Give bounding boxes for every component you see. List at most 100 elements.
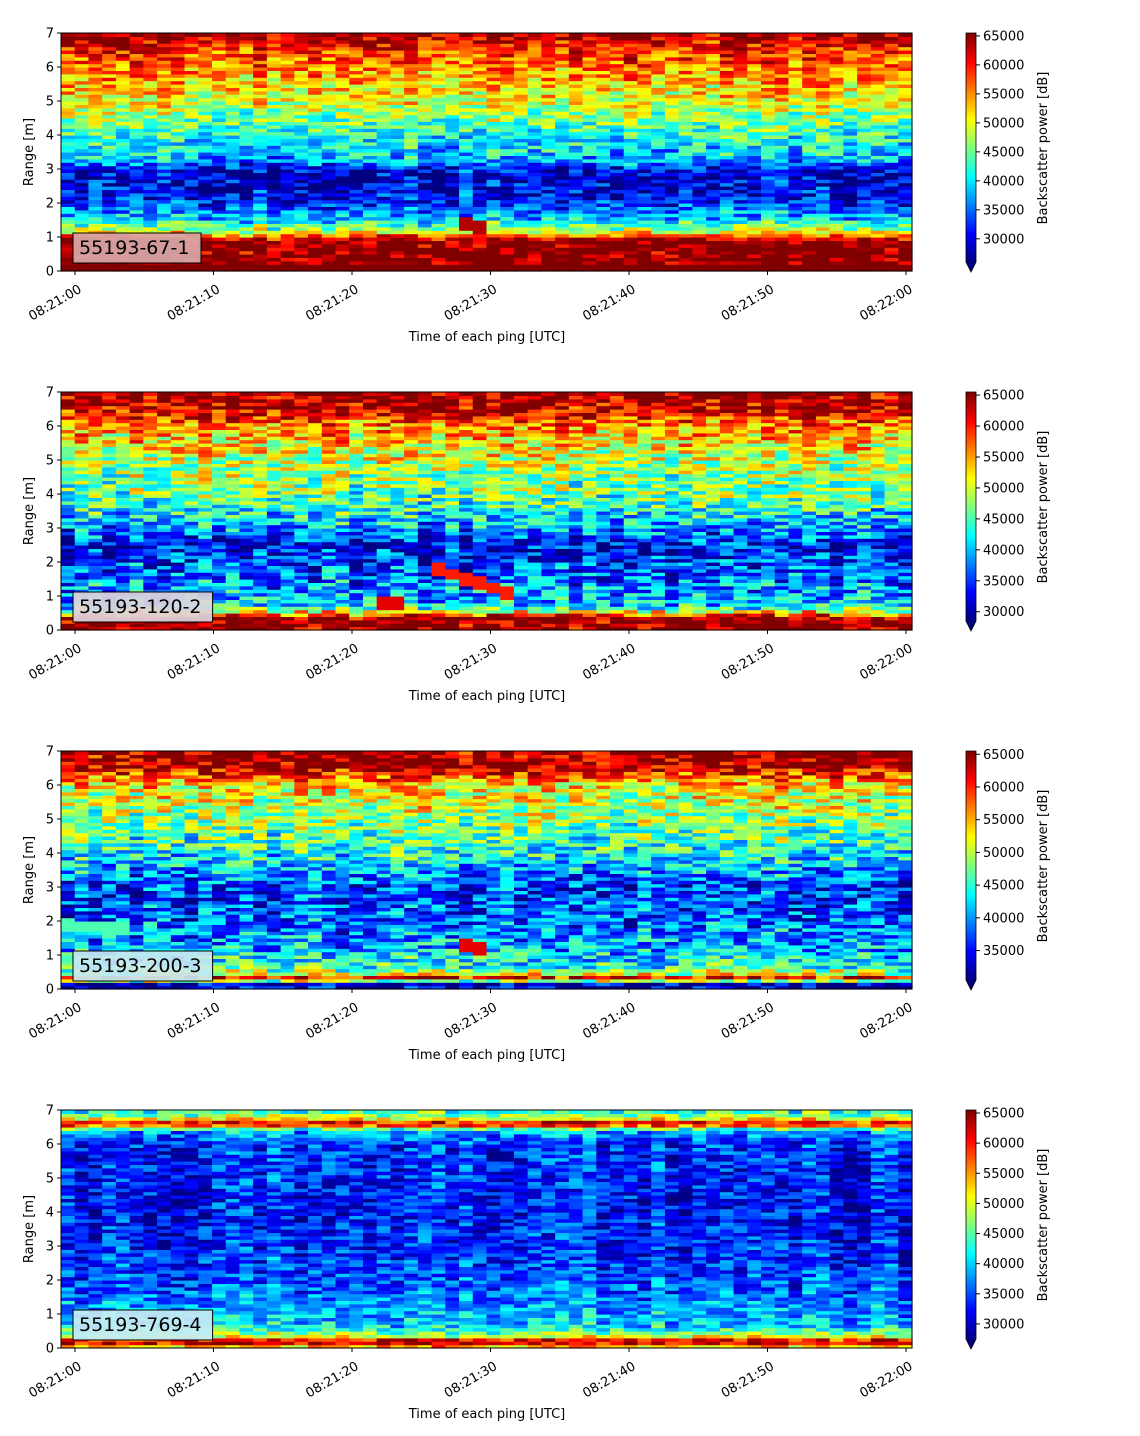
heatmap-cell [733,155,748,160]
heatmap-cell [321,56,337,61]
heatmap-cell [719,33,735,37]
heatmap-cell [774,165,790,170]
heatmap-cell [225,111,241,116]
heatmap-cell [486,240,501,245]
heatmap-cell [335,60,350,65]
heatmap-cell [555,175,570,180]
heatmap-cell [843,138,858,143]
heatmap-cell [321,84,337,88]
heatmap-cell [61,395,76,400]
heatmap-cell [678,250,693,255]
heatmap-cell [61,412,76,417]
heatmap-cell [843,56,858,61]
heatmap-cell [802,73,817,78]
heatmap-cell [706,226,721,231]
heatmap-cell [390,145,405,150]
heatmap-cell [500,121,515,126]
heatmap-cell [335,254,350,258]
heatmap-cell [253,230,268,235]
heatmap-cell [870,179,886,184]
heatmap-cell [857,226,872,231]
heatmap-cell [733,73,748,78]
heatmap-cell [884,250,899,255]
heatmap-cell [706,209,721,214]
heatmap-cell [500,63,515,68]
heatmap-cell [610,189,625,194]
heatmap-cell [568,250,584,255]
heatmap-cell [102,405,117,410]
heatmap-cell [568,36,584,41]
heatmap-cell [184,179,199,184]
heatmap-cell [527,152,543,156]
heatmap-cell [321,124,337,129]
heatmap-cell [390,131,405,136]
heatmap-cell [829,50,844,54]
heatmap-cell [321,260,337,265]
heatmap-cell [184,141,199,146]
heatmap-cell [143,565,158,570]
heatmap-cell [61,138,76,143]
heatmap-cell [239,182,254,187]
heatmap-cell [541,104,556,109]
heatmap-cell [829,121,844,126]
heatmap-cell [129,53,144,58]
heatmap-cell [61,504,76,509]
heatmap-cell [623,206,639,211]
heatmap-cell [88,446,103,451]
heatmap-cell [61,602,76,607]
heatmap-cell [747,243,762,248]
heatmap-cell [582,169,597,173]
heatmap-cell [815,63,831,68]
heatmap-cell [294,165,309,170]
heatmap-cell [321,186,337,190]
heatmap-cell [884,53,899,58]
heatmap-cell [239,203,254,207]
heatmap-cell [417,230,433,235]
heatmap-cell [184,36,199,41]
heatmap-cell [582,46,597,51]
heatmap-cell [61,538,76,543]
heatmap-cell [74,456,90,461]
heatmap-cell [74,53,90,58]
heatmap-cell [829,138,844,143]
heatmap-cell [143,175,158,180]
heatmap-cell [719,172,735,177]
heatmap-cell [102,111,117,116]
heatmap-cell [61,579,76,583]
heatmap-cell [651,175,666,180]
heatmap-cell [431,216,446,221]
heatmap-cell [513,243,529,248]
heatmap-cell [225,162,241,167]
heatmap-cell [143,192,158,197]
heatmap-cell [692,267,707,272]
heatmap-cell [88,514,103,519]
heatmap-cell [651,260,666,265]
heatmap-cell [294,230,309,235]
heatmap-cell [815,199,831,204]
heatmap-cell [362,267,378,272]
heatmap-cell [308,169,323,173]
heatmap-cell [733,46,748,51]
heatmap-cell [582,111,597,116]
heatmap-cell [102,392,117,396]
heatmap-cell [376,36,392,41]
heatmap-cell [129,128,144,133]
heatmap-cell [157,46,172,51]
heatmap-cell [376,141,392,146]
heatmap-cell [239,63,254,68]
heatmap-cell [802,56,817,61]
heatmap-cell [211,230,227,235]
heatmap-cell [404,158,419,163]
heatmap-cell [376,114,392,119]
heatmap-cell [651,264,666,269]
heatmap-cell [376,267,392,272]
heatmap-cell [678,192,693,197]
heatmap-cell [115,436,131,441]
heatmap-cell [115,626,131,631]
heatmap-cell [129,558,144,563]
heatmap-cell [88,568,103,573]
heatmap-cell [692,203,707,207]
heatmap-cell [857,250,872,255]
heatmap-cell [280,60,295,65]
heatmap-cell [157,165,172,170]
